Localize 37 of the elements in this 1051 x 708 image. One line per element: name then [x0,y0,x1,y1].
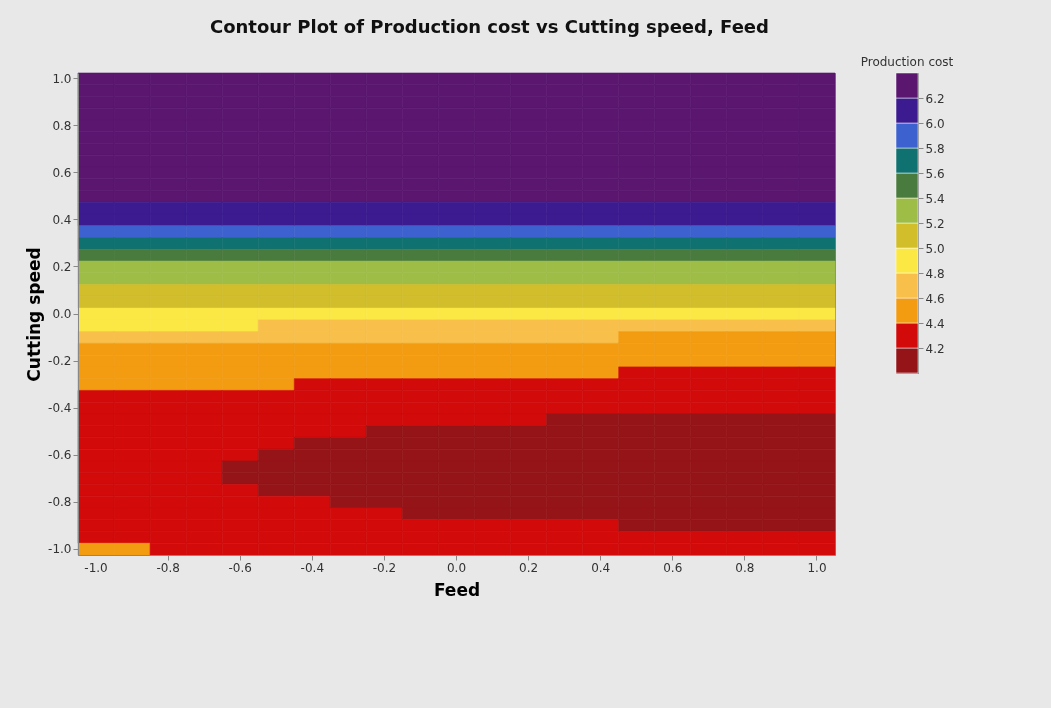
y-tick-label: 0.4 [52,212,72,227]
y-tick-label: -0.8 [48,495,72,510]
y-axis-title: Cutting speed [24,247,45,382]
color-bar-label: 5.0 [925,241,945,256]
y-tick-label: 0.6 [52,165,72,180]
y-tick-label: 1.0 [52,71,72,86]
x-tick-label: -0.6 [228,561,252,575]
color-bar-label: 4.2 [925,341,945,356]
x-tick-label: 1.0 [807,561,827,575]
x-tick-label: 0.8 [735,561,755,575]
x-tick-label: -0.2 [372,561,397,575]
color-bar-label: 4.8 [925,266,945,281]
color-bar-label: 4.6 [925,291,945,306]
chart-title: Contour Plot of Production cost vs Cutting speed, Feed [209,16,769,38]
x-tick-label: -1.0 [84,561,108,575]
y-tick-label: -0.4 [48,401,72,416]
color-bar-label: 4.4 [925,316,945,331]
color-bar-label: 6.2 [925,91,945,106]
y-tick-label: -0.6 [48,448,72,463]
y-tick-label: 0.2 [52,259,72,274]
x-tick-label: 0.4 [591,561,611,575]
x-tick-label: -0.4 [300,561,325,575]
color-bar-label: 5.8 [925,141,945,156]
color-bar-label: 5.4 [925,191,945,206]
color-bar-label: 6.0 [925,116,945,131]
x-tick-label: -0.8 [156,561,180,575]
x-tick-label: 0.6 [663,561,683,575]
y-tick-label: -0.2 [48,354,72,369]
x-tick-label: 0.2 [519,561,539,575]
y-tick-label: 0.0 [52,307,72,321]
x-tick-label: 0.0 [446,561,467,575]
color-bar-label: 5.6 [925,166,945,181]
y-tick-label: 0.8 [52,118,72,133]
y-tick-label: -1.0 [48,542,72,557]
x-axis-title: Feed [433,580,481,600]
color-bar-title: Production cost [860,54,954,69]
color-bar-label: 5.2 [925,216,945,231]
